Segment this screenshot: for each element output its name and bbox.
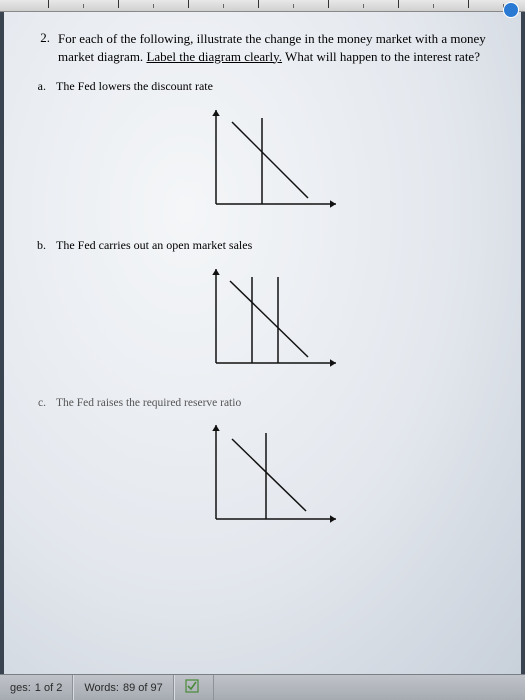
app-badge-icon <box>503 2 519 18</box>
part-a-row: a. The Fed lowers the discount rate <box>32 79 493 94</box>
part-a-letter: a. <box>32 79 46 94</box>
document-page: 2. For each of the following, illustrate… <box>4 12 521 674</box>
horizontal-ruler <box>0 0 525 12</box>
diagram-b-wrap <box>32 263 493 383</box>
diagram-c-wrap <box>32 419 493 539</box>
status-words-label: Words: <box>84 682 119 694</box>
part-b-row: b. The Fed carries out an open market sa… <box>32 238 493 253</box>
status-bar: ges: 1 of 2 Words: 89 of 97 <box>0 674 525 700</box>
status-words[interactable]: Words: 89 of 97 <box>73 675 173 700</box>
prompt-text-post: What will happen to the interest rate? <box>282 49 480 64</box>
status-pages-value: 1 of 2 <box>35 682 63 694</box>
diagram-b <box>188 263 338 383</box>
diagram-a <box>188 104 338 224</box>
diagram-a-wrap <box>32 104 493 224</box>
part-c-letter: c. <box>32 397 46 409</box>
question-prompt: For each of the following, illustrate th… <box>58 30 493 65</box>
prompt-text-underlined: Label the diagram clearly. <box>146 49 282 64</box>
question-row: 2. For each of the following, illustrate… <box>32 30 493 65</box>
part-a-text: The Fed lowers the discount rate <box>56 79 493 94</box>
status-pages[interactable]: ges: 1 of 2 <box>0 675 73 700</box>
question-number: 2. <box>32 30 50 65</box>
diagram-c <box>188 419 338 539</box>
status-pages-label: ges: <box>10 682 31 694</box>
status-proofing[interactable] <box>174 675 214 700</box>
proofing-icon <box>185 679 203 696</box>
part-b-text: The Fed carries out an open market sales <box>56 238 493 253</box>
status-words-value: 89 of 97 <box>123 682 163 694</box>
part-c-row: c. The Fed raises the required reserve r… <box>32 397 493 409</box>
part-b-letter: b. <box>32 238 46 253</box>
part-c-text: The Fed raises the required reserve rati… <box>56 397 493 409</box>
